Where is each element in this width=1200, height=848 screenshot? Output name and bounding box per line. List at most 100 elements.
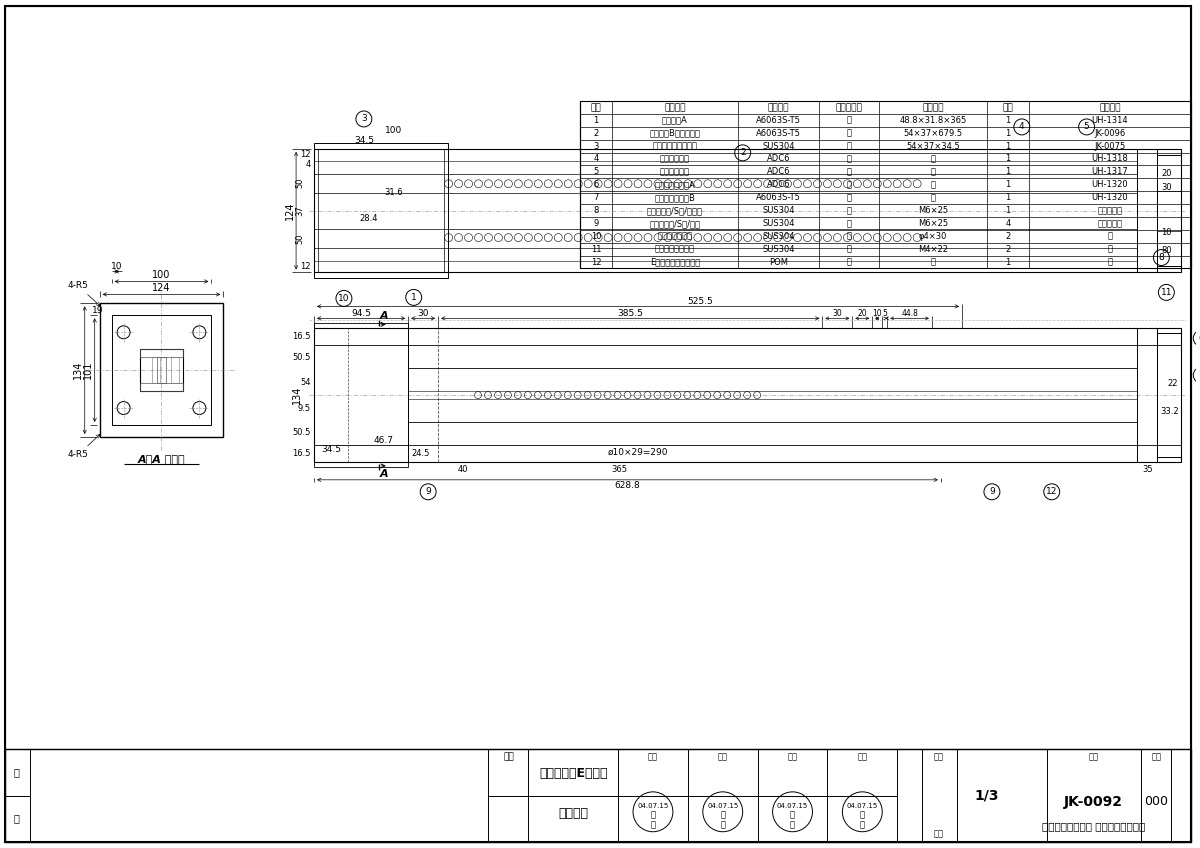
Text: アプローチEレール: アプローチEレール <box>539 767 607 780</box>
Text: 1: 1 <box>410 293 416 302</box>
Text: UH-1318: UH-1318 <box>1092 154 1128 164</box>
Text: 3: 3 <box>594 142 599 151</box>
Text: 勾配支柱: 勾配支柱 <box>558 807 588 820</box>
Bar <box>1138 149 1157 272</box>
Text: 04.07.15: 04.07.15 <box>847 803 878 809</box>
Bar <box>314 328 1181 462</box>
Text: 手すり受け金具A: 手すり受け金具A <box>654 181 695 189</box>
Text: 7: 7 <box>594 193 599 202</box>
Text: 承認: 承認 <box>648 752 658 762</box>
Text: 1: 1 <box>1006 154 1010 164</box>
Text: ＊: ＊ <box>847 193 852 202</box>
Text: 101: 101 <box>83 361 92 379</box>
Text: 9: 9 <box>594 219 599 228</box>
Text: 材　　質: 材 質 <box>768 103 790 112</box>
Text: 37: 37 <box>295 205 304 216</box>
Text: SUS304: SUS304 <box>762 232 794 241</box>
Bar <box>112 315 211 425</box>
Text: 図番: 図番 <box>1088 752 1098 762</box>
Text: 54: 54 <box>300 377 311 387</box>
Text: 100: 100 <box>152 271 170 281</box>
Text: ＊: ＊ <box>930 181 936 189</box>
Text: 2: 2 <box>1006 232 1010 241</box>
Text: UH-1320: UH-1320 <box>1092 181 1128 189</box>
Text: 個数: 個数 <box>1002 103 1013 112</box>
Text: POM: POM <box>769 258 788 266</box>
Text: 寸　　法: 寸 法 <box>923 103 944 112</box>
Text: 34.5: 34.5 <box>354 137 374 145</box>
Text: ＊: ＊ <box>930 193 936 202</box>
Text: 9: 9 <box>989 488 995 496</box>
Text: JK-0096: JK-0096 <box>1094 129 1126 137</box>
Text: 単位: 単位 <box>934 829 944 838</box>
Text: 28.4: 28.4 <box>360 215 378 223</box>
Text: ＊: ＊ <box>847 258 852 266</box>
Bar <box>314 142 448 278</box>
Text: 3: 3 <box>361 114 367 124</box>
Text: 中間キャップ: 中間キャップ <box>660 154 690 164</box>
Bar <box>139 349 184 391</box>
Text: SUS304: SUS304 <box>762 206 794 215</box>
Text: 124: 124 <box>152 283 170 293</box>
Text: 48.8×31.8×365: 48.8×31.8×365 <box>900 116 967 125</box>
Text: A－A 断面図: A－A 断面図 <box>138 454 185 464</box>
Text: なべ小ねじ/S㎜/袋㎜: なべ小ねじ/S㎜/袋㎜ <box>649 219 701 228</box>
Text: 12: 12 <box>590 258 601 266</box>
Text: 検図: 検図 <box>718 752 727 762</box>
Text: 33.2: 33.2 <box>1160 406 1178 416</box>
Text: 000: 000 <box>1145 795 1169 808</box>
Bar <box>172 357 180 383</box>
Text: 35: 35 <box>1142 466 1153 474</box>
Text: 積水樹脂株式会社 住建装商品開発室: 積水樹脂株式会社 住建装商品開発室 <box>1042 821 1145 831</box>
Bar <box>314 323 408 467</box>
Text: 12: 12 <box>300 262 311 271</box>
Text: 1: 1 <box>1006 167 1010 176</box>
Text: 54×37×34.5: 54×37×34.5 <box>906 142 960 151</box>
Text: A6063S-T5: A6063S-T5 <box>756 116 802 125</box>
Text: 34.5: 34.5 <box>322 445 341 455</box>
Text: 名称: 名称 <box>503 752 514 762</box>
Text: ＊: ＊ <box>847 167 852 176</box>
Text: UH-1317: UH-1317 <box>1092 167 1128 176</box>
Text: 31.6: 31.6 <box>384 188 403 198</box>
Text: ＊: ＊ <box>847 219 852 228</box>
Text: ＊: ＊ <box>847 116 852 125</box>
Text: 10: 10 <box>872 309 882 318</box>
Text: ＊: ＊ <box>847 206 852 215</box>
Text: 100: 100 <box>385 126 402 136</box>
Text: 10: 10 <box>338 294 349 303</box>
Text: 16.5: 16.5 <box>293 449 311 458</box>
Text: JK-0092: JK-0092 <box>1064 795 1123 809</box>
Text: SUS304: SUS304 <box>762 142 794 151</box>
Text: 1: 1 <box>1006 193 1010 202</box>
Text: 9.5: 9.5 <box>298 404 311 412</box>
Text: 1/3: 1/3 <box>974 789 1000 803</box>
Text: ADC6: ADC6 <box>767 167 791 176</box>
Text: 9: 9 <box>425 488 431 496</box>
Text: 10: 10 <box>110 262 122 271</box>
Text: 20: 20 <box>858 309 868 318</box>
Text: 1: 1 <box>1006 116 1010 125</box>
Text: 628.8: 628.8 <box>614 482 641 490</box>
Bar <box>5 6 1192 749</box>
Bar <box>100 304 223 437</box>
Text: 50: 50 <box>295 233 304 244</box>
Text: 7: 7 <box>1199 371 1200 380</box>
Text: ＊: ＊ <box>930 258 936 266</box>
Text: 04.07.15: 04.07.15 <box>776 803 808 809</box>
Text: A6063S-T5: A6063S-T5 <box>756 193 802 202</box>
Text: Eレール用スペーサー: Eレール用スペーサー <box>649 258 700 266</box>
Text: 1: 1 <box>1006 129 1010 137</box>
Bar <box>1138 328 1157 462</box>
Text: 44.8: 44.8 <box>901 309 918 318</box>
Text: 番号: 番号 <box>590 103 601 112</box>
Text: 名　　称: 名 称 <box>664 103 685 112</box>
Text: A6063S-T5: A6063S-T5 <box>756 129 802 137</box>
Text: 2: 2 <box>1006 245 1010 254</box>
Text: UH-1320: UH-1320 <box>1092 193 1128 202</box>
Text: セット部品: セット部品 <box>1098 219 1122 228</box>
Text: SUS304: SUS304 <box>762 245 794 254</box>
Text: 134: 134 <box>73 361 83 379</box>
Text: 室
本: 室 本 <box>720 810 725 829</box>
Text: 4: 4 <box>594 154 599 164</box>
